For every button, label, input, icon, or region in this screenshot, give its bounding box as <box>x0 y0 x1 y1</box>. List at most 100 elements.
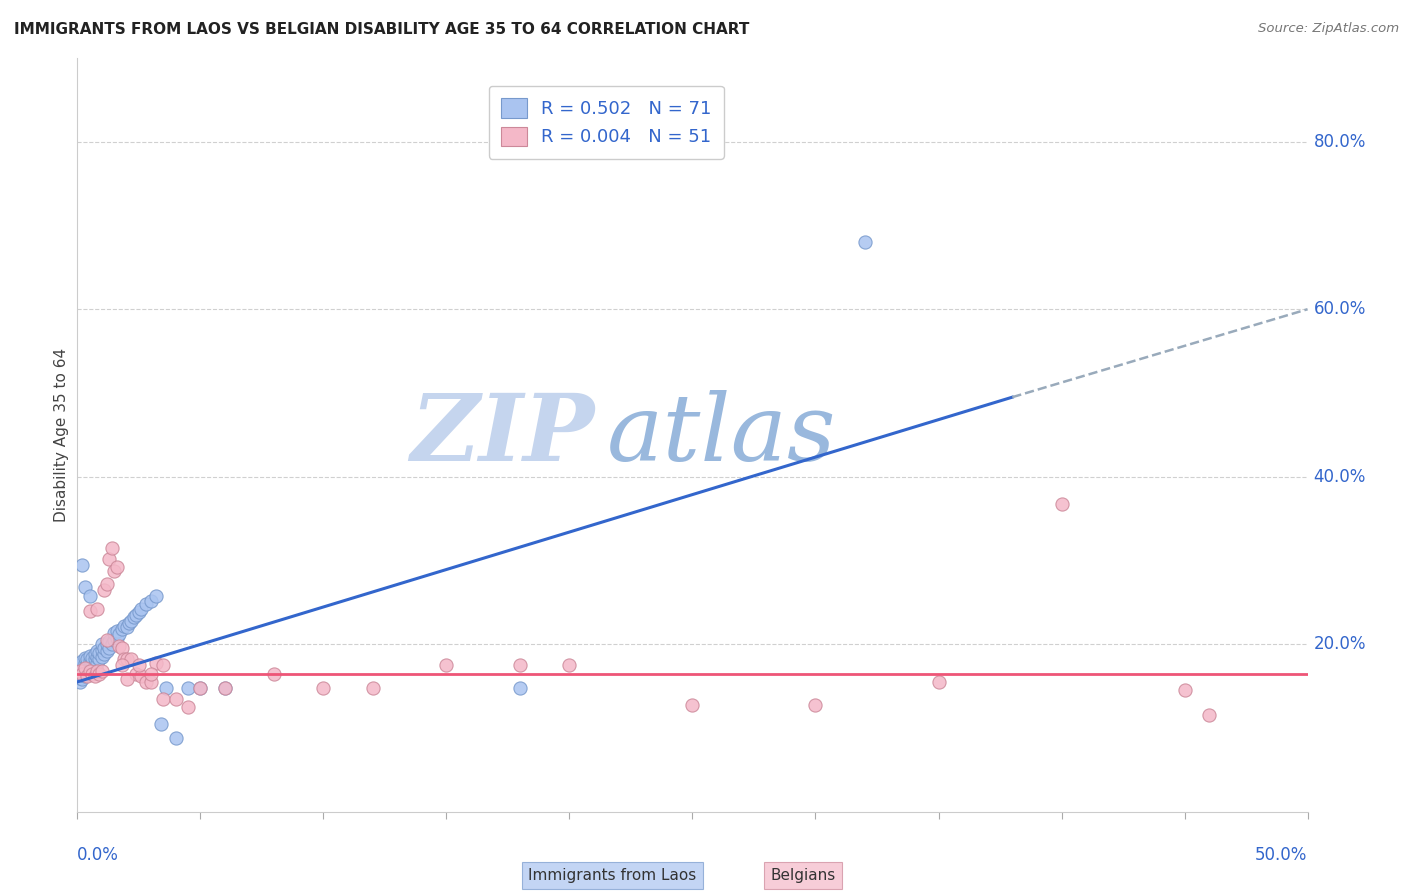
Point <box>79 659 101 673</box>
Text: Belgians: Belgians <box>770 868 835 883</box>
Point <box>79 604 101 618</box>
Text: Source: ZipAtlas.com: Source: ZipAtlas.com <box>1258 22 1399 36</box>
Point <box>115 620 138 634</box>
Point <box>155 681 177 695</box>
Point <box>86 602 108 616</box>
Text: atlas: atlas <box>606 390 835 480</box>
Point <box>108 627 131 641</box>
Point <box>82 656 104 670</box>
Point <box>69 664 91 678</box>
Point <box>1050 496 1073 510</box>
Point <box>141 674 163 689</box>
Point <box>70 673 93 687</box>
Text: Immigrants from Laos: Immigrants from Laos <box>529 868 696 883</box>
Legend: R = 0.502   N = 71, R = 0.004   N = 51: R = 0.502 N = 71, R = 0.004 N = 51 <box>489 86 724 159</box>
Point <box>96 633 118 648</box>
Point <box>86 649 108 664</box>
Point <box>129 669 153 683</box>
Point <box>928 674 950 689</box>
Point <box>83 657 105 672</box>
Point <box>70 558 93 572</box>
Point <box>96 644 118 658</box>
Point <box>69 666 91 681</box>
Point <box>115 673 138 687</box>
Point <box>96 577 118 591</box>
Point <box>69 671 91 685</box>
Point <box>101 637 124 651</box>
Point <box>98 640 121 655</box>
Point <box>165 731 187 745</box>
Point <box>73 580 96 594</box>
Point <box>83 652 105 666</box>
Point <box>682 698 704 712</box>
Point <box>145 589 167 603</box>
Point <box>89 646 111 660</box>
Y-axis label: Disability Age 35 to 64: Disability Age 35 to 64 <box>53 348 69 522</box>
Point <box>141 593 163 607</box>
Point <box>73 669 96 683</box>
Point <box>83 647 105 661</box>
Point <box>69 658 91 673</box>
Point <box>150 716 173 731</box>
Point <box>118 616 141 631</box>
Text: 0.0%: 0.0% <box>77 846 120 863</box>
Point <box>105 560 128 574</box>
Point <box>128 606 150 620</box>
Point <box>90 643 114 657</box>
Point <box>141 666 163 681</box>
Point <box>82 661 104 675</box>
Point <box>188 681 212 695</box>
Point <box>108 639 131 653</box>
Point <box>70 661 93 675</box>
Point <box>82 666 104 681</box>
Point <box>105 631 128 645</box>
Point <box>128 658 150 673</box>
Point <box>121 652 143 666</box>
Point <box>90 664 114 678</box>
Point <box>122 610 145 624</box>
Point <box>90 637 114 651</box>
Point <box>73 660 96 674</box>
Point <box>112 652 135 666</box>
Point <box>188 681 212 695</box>
Point <box>73 656 96 670</box>
Point <box>111 658 132 673</box>
Point <box>93 582 115 597</box>
Point <box>98 551 121 566</box>
Point <box>76 657 98 672</box>
Point <box>125 666 148 681</box>
Point <box>70 654 93 668</box>
Point <box>79 648 101 663</box>
Point <box>79 654 101 668</box>
Point <box>73 651 96 665</box>
Point <box>103 564 125 578</box>
Point <box>73 665 96 679</box>
Point <box>101 541 124 555</box>
Point <box>436 658 458 673</box>
Point <box>165 691 187 706</box>
Point <box>76 652 98 666</box>
Point <box>111 622 132 636</box>
Point <box>103 626 125 640</box>
Point <box>73 661 96 675</box>
Point <box>70 668 93 682</box>
Point <box>69 674 91 689</box>
Point <box>177 681 200 695</box>
Point <box>558 658 581 673</box>
Point <box>135 597 157 611</box>
Point <box>86 644 108 658</box>
Point <box>152 691 174 706</box>
Point <box>76 669 98 683</box>
Point <box>79 664 101 678</box>
Point <box>70 664 93 678</box>
Point <box>509 681 531 695</box>
Point <box>1198 708 1220 723</box>
Point <box>361 681 384 695</box>
Point <box>125 607 148 622</box>
Text: 40.0%: 40.0% <box>1313 467 1367 486</box>
Text: 20.0%: 20.0% <box>1313 635 1367 653</box>
Point <box>853 235 876 250</box>
Point <box>83 669 105 683</box>
Point <box>82 650 104 665</box>
Point <box>79 589 101 603</box>
